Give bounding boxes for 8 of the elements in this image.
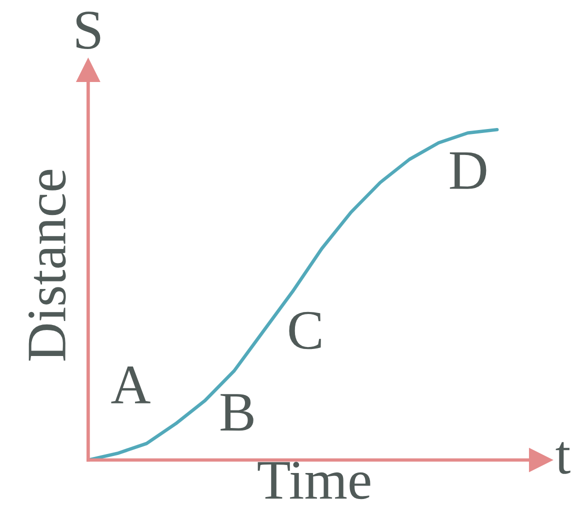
- x-axis-title: Time: [258, 462, 370, 500]
- annotation: B: [220, 394, 254, 431]
- annotation: A: [111, 366, 150, 404]
- text: t: [556, 442, 570, 474]
- text: S: [76, 12, 100, 49]
- annotation: D: [450, 152, 486, 189]
- y-axis-title: Distance: [28, 170, 66, 361]
- annotation: C: [289, 312, 321, 350]
